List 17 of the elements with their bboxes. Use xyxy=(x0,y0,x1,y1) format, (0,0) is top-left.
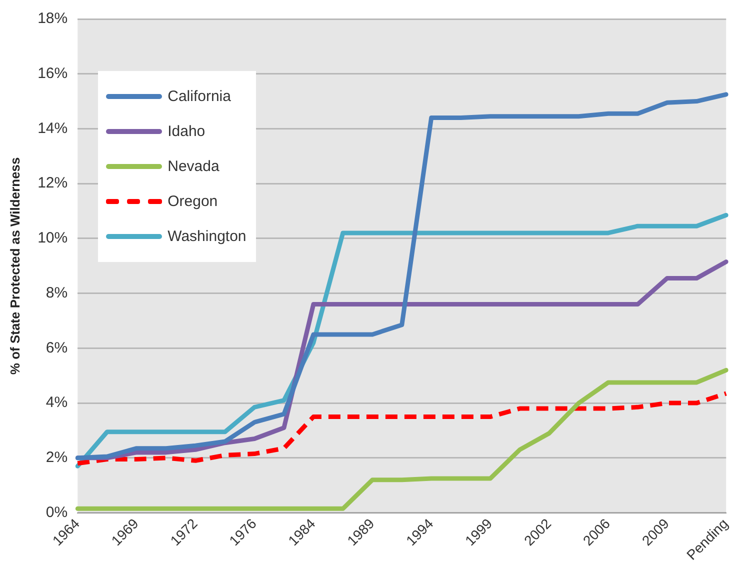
y-axis-title: % of State Protected as Wilderness xyxy=(7,157,22,375)
y-tick-label: 4% xyxy=(46,394,68,412)
y-tick-label: 0% xyxy=(46,504,68,521)
line-series xyxy=(75,391,728,466)
y-tick-label: 14% xyxy=(38,120,68,137)
legend-label: California xyxy=(168,88,231,105)
y-tick-label: 6% xyxy=(46,339,68,356)
legend-label: Idaho xyxy=(168,123,206,140)
legend-label: Nevada xyxy=(168,158,220,175)
legend-label: Washington xyxy=(168,228,246,245)
y-tick-label: 18% xyxy=(38,10,68,28)
legend-label: Oregon xyxy=(168,193,218,210)
y-tick-label: 8% xyxy=(46,284,68,302)
y-tick-label: 10% xyxy=(38,230,68,247)
y-tick-label: 12% xyxy=(38,174,68,192)
y-tick-label: 16% xyxy=(38,65,68,82)
y-tick-label: 2% xyxy=(46,449,68,466)
